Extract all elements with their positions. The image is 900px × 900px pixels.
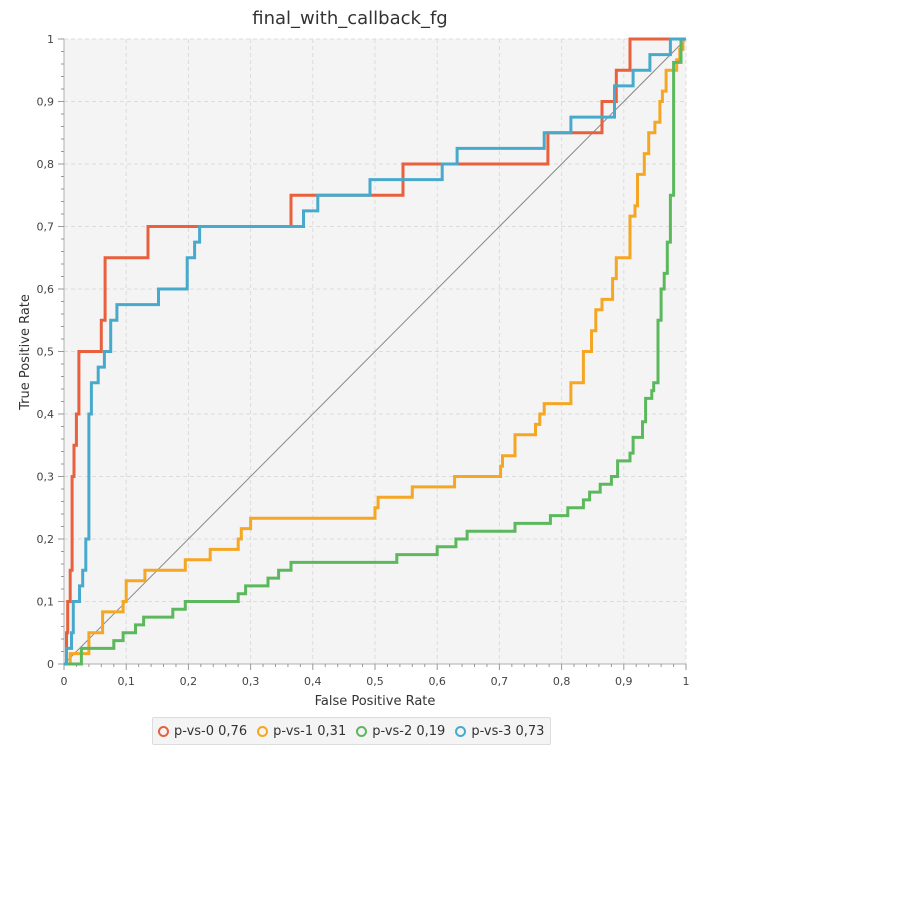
- y-tick-label: 0,7: [37, 221, 55, 234]
- legend-item-p-vs-0[interactable]: p-vs-0 0,76: [158, 724, 247, 739]
- y-tick-label: 0,9: [37, 96, 55, 109]
- axes: 0 0,1 0,2 0,3 0,4 0,5 0,6 0,7 0,8 0,9 1 0 0,1 0,2 0,3 0…: [37, 33, 690, 688]
- legend-item-p-vs-2[interactable]: p-vs-2 0,19: [356, 724, 445, 739]
- y-axis-label: True Positive Rate: [18, 294, 33, 411]
- x-tick-label: 0: [61, 675, 68, 688]
- y-tick-label: 0,3: [37, 471, 55, 484]
- chart-title: final_with_callback_fg: [252, 8, 447, 29]
- series-line-p-vs-3: [64, 37, 686, 666]
- x-tick-label: 0,9: [615, 675, 633, 688]
- legend-label: p-vs-0 0,76: [174, 723, 248, 739]
- legend-item-p-vs-3[interactable]: p-vs-3 0,73: [455, 724, 544, 739]
- y-tick-label: 0,8: [37, 158, 55, 171]
- legend-marker-icon: [455, 725, 467, 737]
- legend-marker-icon: [158, 725, 169, 737]
- x-tick-label: 0,2: [180, 675, 198, 688]
- y-tick-label: 0,2: [37, 533, 55, 546]
- x-tick-label: 0,3: [242, 675, 260, 688]
- grid: [64, 38, 687, 664]
- legend-marker-icon: [257, 725, 269, 737]
- x-tick-label: 0,6: [428, 675, 446, 688]
- diagonal-reference-line: [63, 38, 687, 665]
- legend-marker-icon: [356, 725, 368, 737]
- y-tick-label: 0,1: [37, 596, 55, 609]
- x-tick-label: 0,4: [304, 675, 322, 688]
- series-lines: [64, 37, 686, 666]
- legend-label: p-vs-1 0,31: [273, 723, 347, 739]
- x-tick-label: 0,1: [117, 675, 135, 688]
- x-tick-label: 0,8: [553, 675, 571, 688]
- y-tick-label: 1: [47, 33, 54, 46]
- x-tick-label: 1: [683, 675, 690, 688]
- series-line-p-vs-1: [64, 37, 686, 666]
- legend: p-vs-0 0,76 p-vs-1 0,31 p-vs-2 0,19 p-vs…: [152, 717, 552, 745]
- y-tick-label: 0,6: [37, 283, 55, 296]
- y-tick-label: 0,5: [37, 346, 55, 359]
- y-tick-label: 0: [47, 658, 54, 671]
- legend-label: p-vs-3 0,73: [471, 723, 545, 739]
- series-line-p-vs-2: [64, 37, 686, 666]
- legend-label: p-vs-2 0,19: [372, 723, 446, 739]
- x-axis-label: False Positive Rate: [315, 694, 436, 709]
- x-tick-label: 0,7: [491, 675, 509, 688]
- y-tick-label: 0,4: [37, 408, 55, 421]
- legend-item-p-vs-1[interactable]: p-vs-1 0,31: [257, 724, 346, 739]
- x-tick-label: 0,5: [366, 675, 384, 688]
